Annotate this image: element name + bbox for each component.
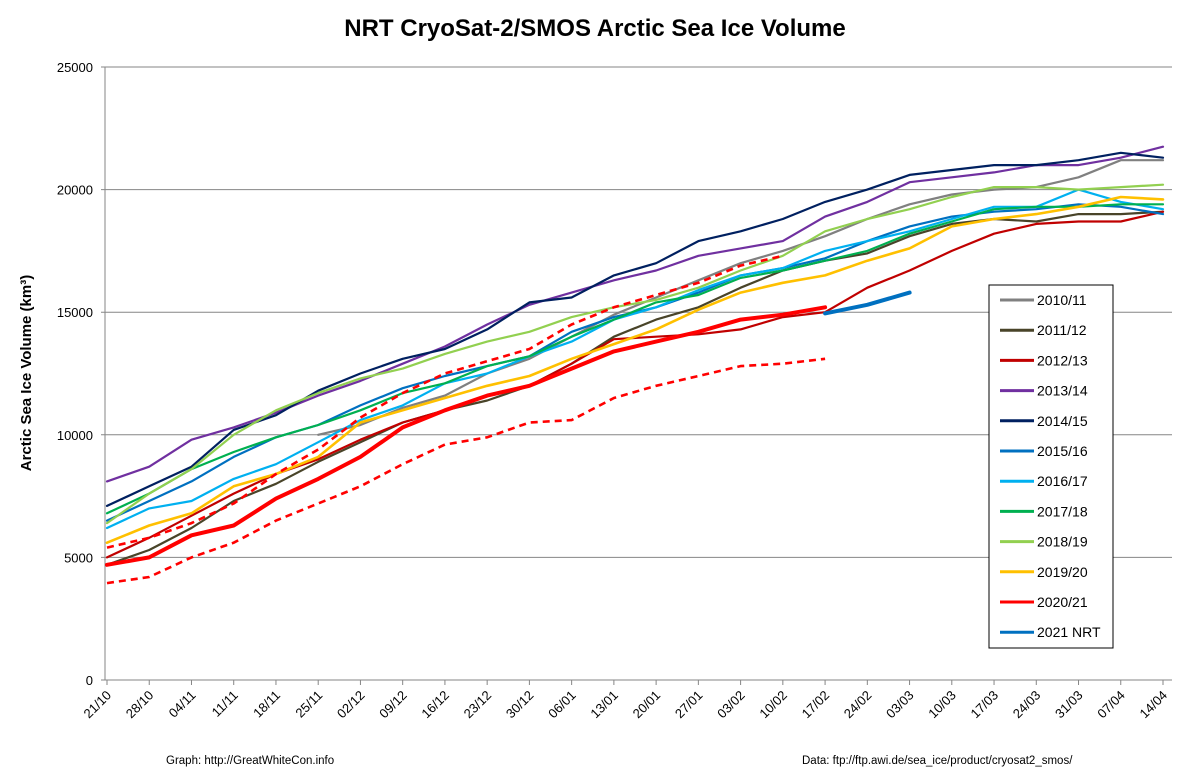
- legend-label: 2011/12: [1037, 322, 1087, 338]
- x-tick-label: 25/11: [292, 688, 325, 721]
- legend-label: 2015/16: [1037, 443, 1088, 459]
- x-tick-label: 10/03: [925, 688, 959, 722]
- legend-label: 2021 NRT: [1037, 624, 1101, 640]
- series-line-2020-21: [105, 305, 828, 567]
- gridlines: [101, 66, 1172, 685]
- series-line-2018-19: [105, 183, 1165, 525]
- x-tick-label: 04/11: [166, 688, 199, 721]
- legend-label: 2017/18: [1037, 503, 1088, 519]
- legend-label: 2019/20: [1037, 564, 1088, 580]
- x-tick-label: 17/03: [968, 688, 1002, 722]
- x-tick-label: 16/12: [418, 688, 452, 722]
- x-tick-label: 10/02: [756, 688, 790, 722]
- x-tick-label: 23/12: [461, 688, 495, 722]
- series-line-2016-17: [105, 188, 1165, 530]
- x-tick-label: 03/03: [883, 688, 917, 722]
- x-tick-label: 27/01: [672, 688, 706, 722]
- legend-box: [988, 284, 1114, 649]
- legend-label: 2016/17: [1037, 473, 1088, 489]
- y-tick-label: 0: [86, 673, 93, 688]
- legend-label: 2013/14: [1037, 383, 1088, 399]
- x-tick-label: 11/11: [209, 688, 241, 720]
- y-tick-label: 10000: [57, 428, 93, 443]
- legend-label: 2014/15: [1037, 413, 1088, 429]
- x-tick-label: 31/03: [1052, 688, 1086, 722]
- x-tick-label: 24/03: [1010, 688, 1044, 722]
- x-tick-label: 06/01: [545, 688, 579, 722]
- y-axis-label: Arctic Sea Ice Volume (km³): [18, 275, 35, 471]
- series-line-2021-nrt: [823, 290, 912, 316]
- x-tick-label: 28/10: [123, 688, 157, 722]
- x-tick-label: 24/02: [841, 688, 875, 722]
- x-tick-label: 03/02: [714, 688, 748, 722]
- series-line-dashed-11: [106, 357, 826, 585]
- y-tick-label: 15000: [57, 305, 93, 320]
- x-tick-labels: 21/10 28/10 04/11 11/11 18/11 25/11 02/12 09/12…: [81, 688, 1171, 722]
- series-lines: [105, 145, 1165, 585]
- y-tick-label: 20000: [57, 183, 93, 198]
- y-tick-label: 5000: [64, 550, 93, 565]
- legend-label: 2010/11: [1037, 292, 1087, 308]
- x-tick-label: 09/12: [376, 688, 410, 722]
- chart-title: NRT CryoSat-2/SMOS Arctic Sea Ice Volume: [344, 15, 845, 42]
- x-tick-label: 18/11: [250, 688, 283, 721]
- x-tick-label: 07/04: [1094, 688, 1128, 722]
- y-tick-label: 25000: [57, 60, 93, 75]
- x-tick-label: 17/02: [799, 688, 833, 722]
- series-line-dashed-10: [106, 254, 784, 549]
- graph-credit: Graph: http://GreatWhiteCon.info: [166, 755, 334, 767]
- legend-label: 2020/21: [1037, 594, 1088, 610]
- series-line-2014-15: [105, 151, 1165, 507]
- y-tick-labels: 0 5000 10000 15000 20000 25000: [57, 60, 93, 688]
- x-tick-label: 02/12: [334, 688, 368, 722]
- series-line-2017-18: [105, 203, 1165, 515]
- data-credit: Data: ftp://ftp.awi.de/sea_ice/product/c…: [802, 755, 1073, 767]
- legend: 2010/11 2011/12 2012/13 2013/14 2014/15 2015/…: [988, 284, 1114, 649]
- legend-label: 2018/19: [1037, 534, 1088, 550]
- x-tick-label: 20/01: [630, 688, 664, 722]
- x-tick-label: 30/12: [503, 688, 537, 722]
- legend-label: 2012/13: [1037, 352, 1088, 368]
- x-tick-label: 21/10: [81, 688, 115, 722]
- x-tick-label: 14/04: [1137, 688, 1171, 722]
- x-tick-label: 13/01: [587, 688, 621, 722]
